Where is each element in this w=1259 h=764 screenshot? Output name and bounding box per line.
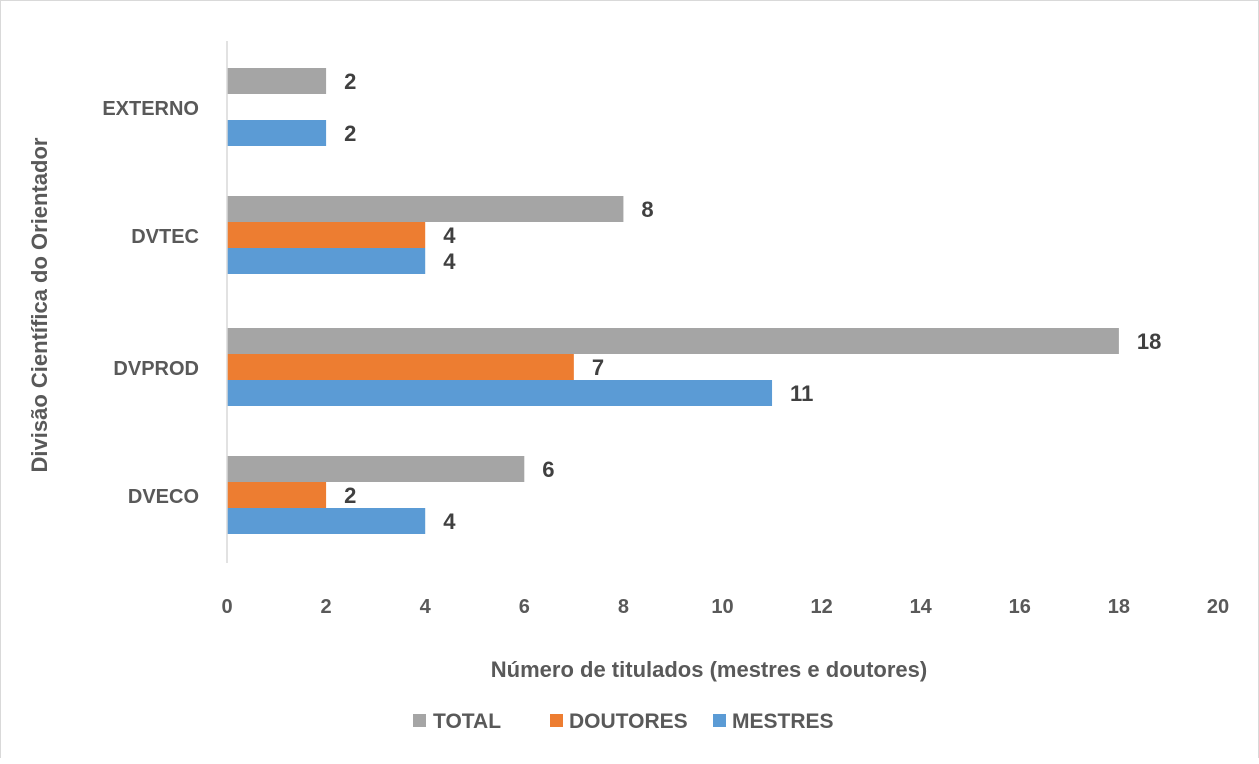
x-tick-label: 0 bbox=[221, 596, 232, 618]
legend-label-doutores: DOUTORES bbox=[569, 710, 688, 733]
x-tick-label: 6 bbox=[519, 596, 530, 618]
category-label-dvprod: DVPROD bbox=[113, 358, 199, 380]
data-label-total-externo: 2 bbox=[344, 69, 356, 94]
legend-swatch-mestres bbox=[713, 714, 726, 727]
x-tick-label: 12 bbox=[810, 596, 832, 618]
bar-total-dvprod bbox=[227, 328, 1119, 354]
bar-mestres-dveco bbox=[227, 508, 426, 534]
data-label-doutores-dveco: 2 bbox=[344, 483, 356, 508]
data-label-total-dveco: 6 bbox=[542, 457, 554, 482]
data-label-mestres-externo: 2 bbox=[344, 121, 356, 146]
data-label-doutores-dvprod: 7 bbox=[592, 355, 604, 380]
bar-total-dvtec bbox=[227, 196, 624, 222]
category-label-dveco: DVECO bbox=[128, 486, 199, 508]
bar-doutores-dvprod bbox=[227, 354, 574, 380]
category-label-dvtec: DVTEC bbox=[131, 226, 199, 248]
legend-swatch-doutores bbox=[550, 714, 563, 727]
x-tick-labels: 0 2 4 6 8 10 12 14 16 18 20 bbox=[221, 596, 1229, 618]
bar-mestres-externo bbox=[227, 120, 327, 146]
x-tick-label: 20 bbox=[1207, 596, 1229, 618]
x-tick-label: 18 bbox=[1108, 596, 1130, 618]
legend: TOTAL DOUTORES MESTRES bbox=[413, 710, 834, 733]
bar-total-externo bbox=[227, 68, 327, 94]
legend-label-total: TOTAL bbox=[433, 710, 501, 733]
bar-mestres-dvprod bbox=[227, 380, 773, 406]
bar-total-dveco bbox=[227, 456, 525, 482]
bar-doutores-dvtec bbox=[227, 222, 426, 248]
data-label-mestres-dveco: 4 bbox=[443, 509, 456, 534]
y-axis-title: Divisão Científica do Orientador bbox=[27, 137, 52, 472]
bar-mestres-dvtec bbox=[227, 248, 426, 274]
data-label-doutores-dvtec: 4 bbox=[443, 223, 456, 248]
x-tick-label: 16 bbox=[1009, 596, 1031, 618]
data-label-total-dvtec: 8 bbox=[641, 197, 653, 222]
data-label-total-dvprod: 18 bbox=[1137, 329, 1161, 354]
data-label-mestres-dvtec: 4 bbox=[443, 249, 456, 274]
data-label-mestres-dvprod: 11 bbox=[790, 381, 813, 406]
x-tick-label: 8 bbox=[618, 596, 629, 618]
legend-label-mestres: MESTRES bbox=[732, 710, 834, 733]
category-label-externo: EXTERNO bbox=[102, 98, 199, 120]
x-tick-label: 4 bbox=[420, 596, 432, 618]
x-tick-label: 14 bbox=[910, 596, 933, 618]
bar-doutores-dveco bbox=[227, 482, 327, 508]
x-axis-title: Número de titulados (mestres e doutores) bbox=[491, 657, 927, 682]
x-tick-label: 10 bbox=[711, 596, 733, 618]
category-labels: DVECO DVPROD DVTEC EXTERNO bbox=[102, 98, 199, 508]
x-tick-label: 2 bbox=[321, 596, 332, 618]
legend-swatch-total bbox=[413, 714, 426, 727]
